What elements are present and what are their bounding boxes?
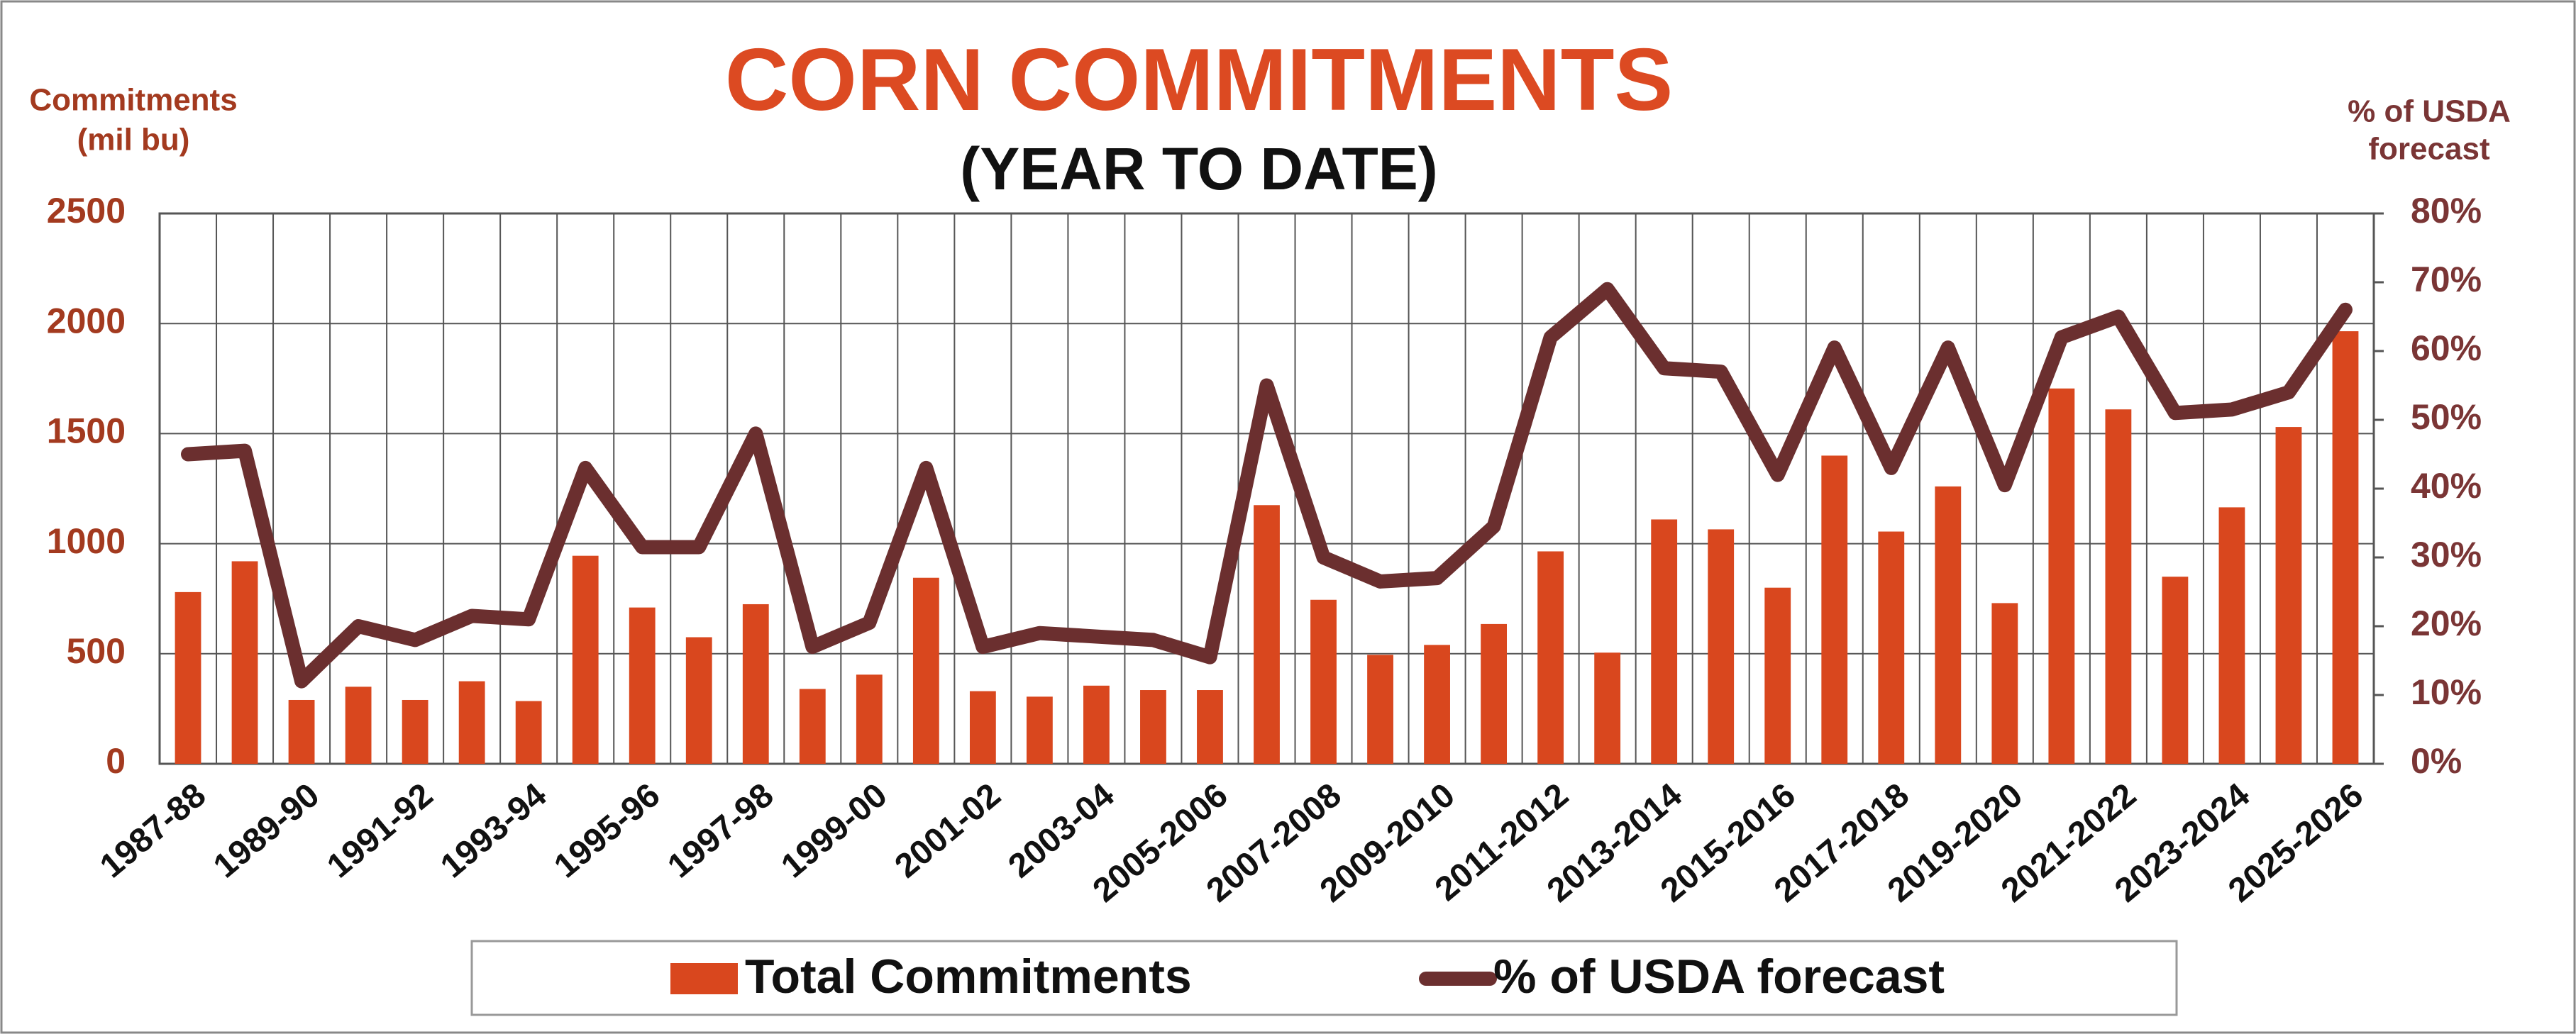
bar	[1594, 652, 1621, 764]
y2-tick-label: 50%	[2411, 397, 2482, 437]
y2-tick-label: 30%	[2411, 535, 2482, 574]
bar	[2332, 331, 2359, 765]
bar	[1424, 645, 1450, 764]
bar	[2048, 388, 2075, 764]
y-tick-label: 2000	[47, 301, 126, 340]
bar	[2105, 409, 2132, 764]
bar	[2162, 577, 2189, 764]
bar	[1878, 531, 1905, 764]
bar	[1935, 486, 1962, 764]
bar	[1367, 655, 1393, 764]
chart-title: CORN COMMITMENTS	[725, 31, 1673, 129]
bar	[2275, 427, 2302, 764]
y-tick-label: 0	[106, 741, 126, 781]
y-axis-label: Commitments	[29, 83, 237, 118]
bar	[1140, 690, 1166, 764]
bar	[1537, 551, 1564, 764]
bar	[685, 637, 712, 764]
legend-label: % of USDA forecast	[1493, 950, 1945, 1004]
y-tick-label: 1500	[47, 411, 126, 451]
bar	[231, 561, 258, 764]
bar	[1651, 519, 1678, 764]
bar	[629, 607, 656, 764]
bar	[1083, 685, 1110, 764]
y2-tick-label: 20%	[2411, 604, 2482, 643]
bar	[1197, 690, 1223, 764]
bar	[515, 701, 542, 764]
chart-subtitle: (YEAR TO DATE)	[960, 135, 1438, 202]
bar	[572, 555, 599, 764]
y-axis-label: (mil bu)	[77, 123, 190, 157]
y2-tick-label: 40%	[2411, 466, 2482, 506]
bar	[288, 699, 315, 764]
legend-swatch	[670, 963, 738, 994]
legend	[470, 940, 2178, 1016]
bar	[1991, 603, 2018, 764]
y2-tick-label: 70%	[2411, 260, 2482, 299]
bar	[1481, 623, 1508, 764]
legend-label: Total Commitments	[745, 950, 1192, 1004]
bar	[345, 686, 372, 764]
y-tick-label: 500	[67, 631, 126, 671]
bar	[1708, 529, 1735, 764]
line	[181, 282, 2353, 689]
bar	[856, 674, 883, 764]
y2-axis-label: % of USDA	[2348, 94, 2511, 129]
bar	[1821, 455, 1848, 764]
bar	[912, 577, 939, 764]
bar	[1310, 599, 1337, 764]
y2-tick-label: 60%	[2411, 328, 2482, 368]
y2-tick-label: 80%	[2411, 191, 2482, 230]
bar	[1026, 696, 1053, 764]
bar	[458, 681, 485, 764]
y-tick-label: 1000	[47, 521, 126, 561]
bar	[2218, 507, 2245, 764]
y-tick-label: 2500	[47, 191, 126, 230]
bar	[742, 604, 769, 764]
bar	[969, 691, 996, 764]
y2-tick-label: 0%	[2411, 741, 2462, 781]
bar	[402, 699, 429, 764]
y2-tick-label: 10%	[2411, 672, 2482, 712]
bar	[799, 689, 826, 764]
bar	[1254, 505, 1280, 764]
bar	[175, 591, 201, 764]
bar	[1764, 587, 1791, 764]
y2-axis-label: forecast	[2368, 132, 2490, 167]
